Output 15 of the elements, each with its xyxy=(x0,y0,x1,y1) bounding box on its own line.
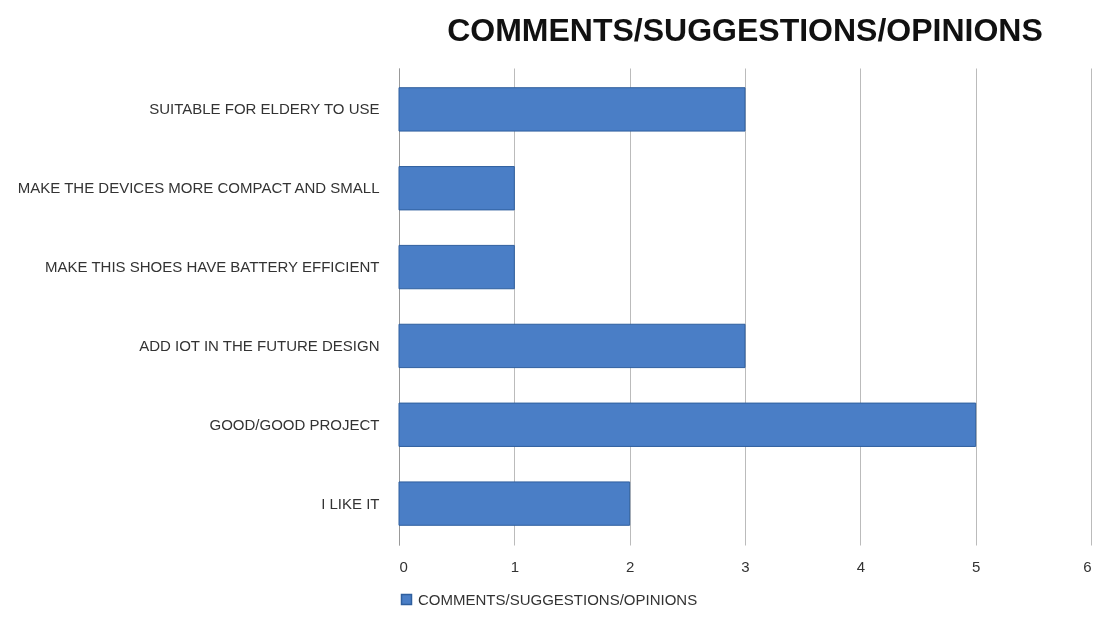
y-tick-label: MAKE THE DEVICES MORE COMPACT AND SMALL xyxy=(17,179,380,197)
x-tick-label: 2 xyxy=(625,557,635,575)
chart-title: COMMENTS/SUGGESTIONS/OPINIONS xyxy=(447,12,1043,48)
x-tick-label: 5 xyxy=(971,557,981,575)
x-tick-label: 6 xyxy=(1083,557,1092,575)
x-tick-label: 3 xyxy=(741,557,750,575)
legend-label: COMMENTS/SUGGESTIONS/OPINIONS xyxy=(418,590,698,608)
y-tick-label: GOOD/GOOD PROJECT xyxy=(209,415,380,433)
y-tick-label: SUITABLE FOR ELDERY TO USE xyxy=(149,100,380,118)
x-tick-label: 1 xyxy=(510,557,520,575)
y-tick-label: MAKE THIS SHOES HAVE BATTERY EFFICIENT xyxy=(44,258,380,276)
x-tick-label: 4 xyxy=(856,557,866,575)
y-tick-label: I LIKE IT xyxy=(321,494,380,512)
y-tick-label: ADD IOT IN THE FUTURE DESIGN xyxy=(139,336,380,354)
x-tick-label: 0 xyxy=(399,557,408,575)
